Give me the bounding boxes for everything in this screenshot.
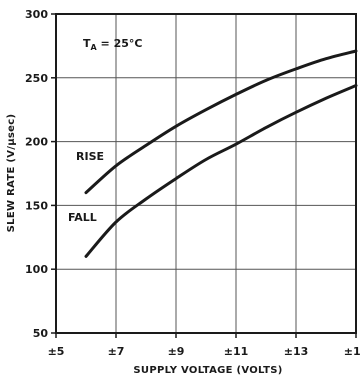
temperature-prefix: T	[83, 37, 91, 50]
x-tick-label: ±15	[344, 345, 361, 358]
series-lines: RISE FALL	[68, 49, 358, 258]
temperature-suffix: = 25°C	[97, 37, 143, 50]
y-tick-label: 150	[25, 199, 48, 212]
temperature-condition-label: TA = 25°C	[83, 37, 142, 52]
x-tick-label: ±5	[48, 345, 65, 358]
x-tick-label: ±7	[108, 345, 125, 358]
x-axis-label: SUPPLY VOLTAGE (VOLTS)	[133, 365, 282, 376]
fall-curve	[84, 84, 358, 258]
x-tick-label: ±11	[224, 345, 249, 358]
fall-series-label: FALL	[68, 211, 97, 224]
grid-lines	[56, 14, 356, 333]
x-tick-label: ±9	[168, 345, 185, 358]
y-tick-label: 200	[25, 136, 48, 149]
axis-ticks: ±5 ±7 ±9 ±11 ±13 ±15 50 100 150 200 250 300	[25, 8, 361, 358]
rise-series-label: RISE	[76, 150, 104, 163]
y-tick-label: 300	[25, 8, 48, 21]
y-axis-label: SLEW RATE (V/µsec)	[6, 114, 17, 233]
temperature-subscript: A	[91, 43, 98, 52]
y-tick-label: 100	[25, 263, 48, 276]
x-tick-label: ±13	[284, 345, 309, 358]
rise-curve	[84, 49, 358, 195]
y-tick-label: 250	[25, 72, 48, 85]
plot-frame	[55, 13, 357, 334]
y-tick-label: 50	[33, 327, 49, 340]
